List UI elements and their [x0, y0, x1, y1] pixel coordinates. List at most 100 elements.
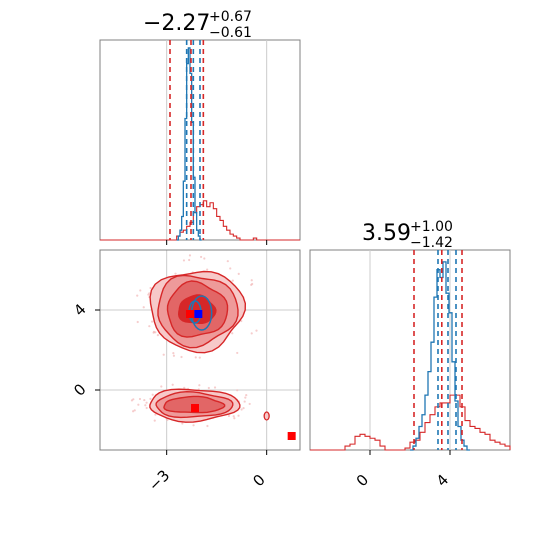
panel-hist-param2-frame — [309, 249, 511, 451]
title-param1-median: −2.27 — [143, 11, 210, 36]
density-point — [136, 320, 139, 324]
title-param1: −2.27 — [143, 11, 210, 36]
density-point — [206, 268, 209, 271]
hist-param1-ticks — [166, 240, 268, 245]
truth-marker — [287, 432, 296, 440]
density-point — [213, 386, 217, 389]
truth-marker — [186, 310, 194, 318]
hist-param2-series-a — [310, 394, 511, 451]
density-point — [172, 354, 176, 357]
panel-hist-param1 — [99, 39, 301, 245]
density-point — [236, 389, 239, 392]
density-point — [199, 255, 203, 259]
hist-param1-series-b — [176, 47, 202, 241]
density-point — [231, 332, 234, 335]
contour-level-a — [263, 411, 270, 421]
density-point — [183, 386, 186, 389]
truth-marker — [194, 310, 203, 318]
density-point — [153, 419, 156, 422]
title-param2-minus: −1.42 — [410, 235, 453, 251]
density-point — [237, 272, 240, 275]
y-tick-label: 0 — [70, 380, 89, 399]
title-param1-plus: +0.67 — [209, 9, 252, 25]
density-point — [192, 424, 195, 427]
density-point — [240, 319, 243, 323]
density-point — [148, 325, 151, 328]
density-point — [236, 351, 239, 355]
truth-markers — [186, 310, 296, 440]
x-tick-label: 0 — [353, 471, 372, 490]
density-point — [152, 331, 155, 334]
density-point — [156, 333, 160, 337]
density-point — [151, 393, 154, 396]
contours-series-a — [149, 270, 270, 423]
density-point — [206, 424, 209, 428]
density-point — [144, 404, 147, 407]
density-point — [132, 410, 135, 413]
density-point — [232, 415, 235, 418]
y-tick-label: 4 — [70, 300, 89, 319]
density-point — [151, 320, 154, 323]
density-point — [182, 259, 186, 262]
density-point — [198, 384, 201, 387]
density-point — [194, 356, 197, 359]
density-point — [143, 398, 146, 402]
density-point — [198, 356, 201, 359]
x-tick-label: 0 — [249, 471, 268, 490]
hist-param2-quantiles — [413, 250, 463, 450]
density-point — [180, 355, 183, 359]
density-point — [136, 294, 139, 297]
title-param2: 3.59 — [362, 221, 411, 246]
density-point — [130, 399, 134, 402]
hist-param1-series-a — [100, 200, 300, 241]
density-point — [250, 279, 253, 282]
density-point — [145, 401, 148, 404]
density-point — [231, 279, 234, 282]
density-point — [242, 406, 245, 410]
hist-param1-quantiles — [169, 40, 205, 240]
density-point — [244, 396, 247, 399]
density-point — [188, 254, 192, 257]
density-point — [142, 306, 145, 309]
density-point — [145, 406, 148, 410]
density-point — [133, 409, 136, 412]
density-point — [226, 260, 229, 263]
density-point — [207, 386, 210, 390]
title-param1-minus: −0.61 — [209, 25, 252, 41]
density-point — [139, 289, 142, 292]
title-param2-median: 3.59 — [362, 221, 411, 246]
density-point — [188, 258, 191, 262]
density-point — [255, 329, 258, 332]
density-point — [174, 272, 177, 275]
hist-param2-series-b — [410, 261, 470, 451]
density-point — [171, 383, 174, 386]
density-point — [237, 414, 240, 417]
density-point — [248, 402, 251, 406]
density-point — [227, 414, 231, 418]
density-point — [137, 403, 140, 406]
density-point — [160, 385, 163, 388]
density-point — [162, 353, 165, 356]
panel-hist-param2-grid — [369, 250, 451, 450]
density-point — [240, 408, 243, 411]
density-point — [245, 393, 248, 397]
density-point — [251, 282, 254, 286]
density-point — [250, 332, 253, 335]
density-point — [138, 397, 142, 401]
truth-marker — [191, 404, 199, 412]
x-tick-label: 4 — [433, 471, 452, 490]
density-point — [154, 413, 157, 416]
density-point — [181, 422, 184, 425]
density-point — [233, 417, 236, 420]
density-point — [203, 257, 206, 260]
density-point — [229, 267, 232, 270]
density-point — [149, 397, 152, 401]
x-tick-label: −3 — [145, 466, 173, 494]
density-point — [243, 400, 246, 403]
density-point — [149, 286, 152, 290]
panel-2d-frame — [99, 249, 301, 451]
density-point — [172, 352, 175, 355]
